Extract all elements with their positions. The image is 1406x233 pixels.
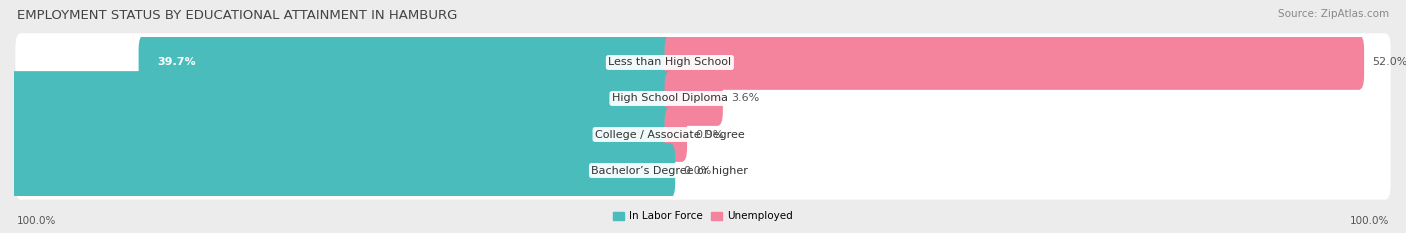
FancyBboxPatch shape [665, 71, 723, 126]
Text: 100.0%: 100.0% [17, 216, 56, 226]
Text: Less than High School: Less than High School [609, 58, 731, 68]
FancyBboxPatch shape [665, 35, 1364, 90]
Text: Source: ZipAtlas.com: Source: ZipAtlas.com [1278, 9, 1389, 19]
Text: College / Associate Degree: College / Associate Degree [595, 130, 745, 140]
FancyBboxPatch shape [15, 69, 1391, 128]
Text: 52.0%: 52.0% [1372, 58, 1406, 68]
FancyBboxPatch shape [139, 35, 675, 90]
Text: 0.9%: 0.9% [695, 130, 724, 140]
Text: High School Diploma: High School Diploma [612, 93, 728, 103]
Text: 39.7%: 39.7% [157, 58, 195, 68]
Text: 100.0%: 100.0% [1350, 216, 1389, 226]
FancyBboxPatch shape [0, 71, 675, 126]
Text: Bachelor’s Degree or higher: Bachelor’s Degree or higher [592, 165, 748, 175]
FancyBboxPatch shape [665, 107, 688, 162]
Text: EMPLOYMENT STATUS BY EDUCATIONAL ATTAINMENT IN HAMBURG: EMPLOYMENT STATUS BY EDUCATIONAL ATTAINM… [17, 9, 457, 22]
FancyBboxPatch shape [0, 143, 675, 198]
FancyBboxPatch shape [0, 107, 675, 162]
Legend: In Labor Force, Unemployed: In Labor Force, Unemployed [609, 207, 797, 226]
FancyBboxPatch shape [15, 141, 1391, 200]
Text: 3.6%: 3.6% [731, 93, 759, 103]
FancyBboxPatch shape [15, 105, 1391, 164]
FancyBboxPatch shape [15, 33, 1391, 92]
Text: 0.0%: 0.0% [683, 165, 711, 175]
